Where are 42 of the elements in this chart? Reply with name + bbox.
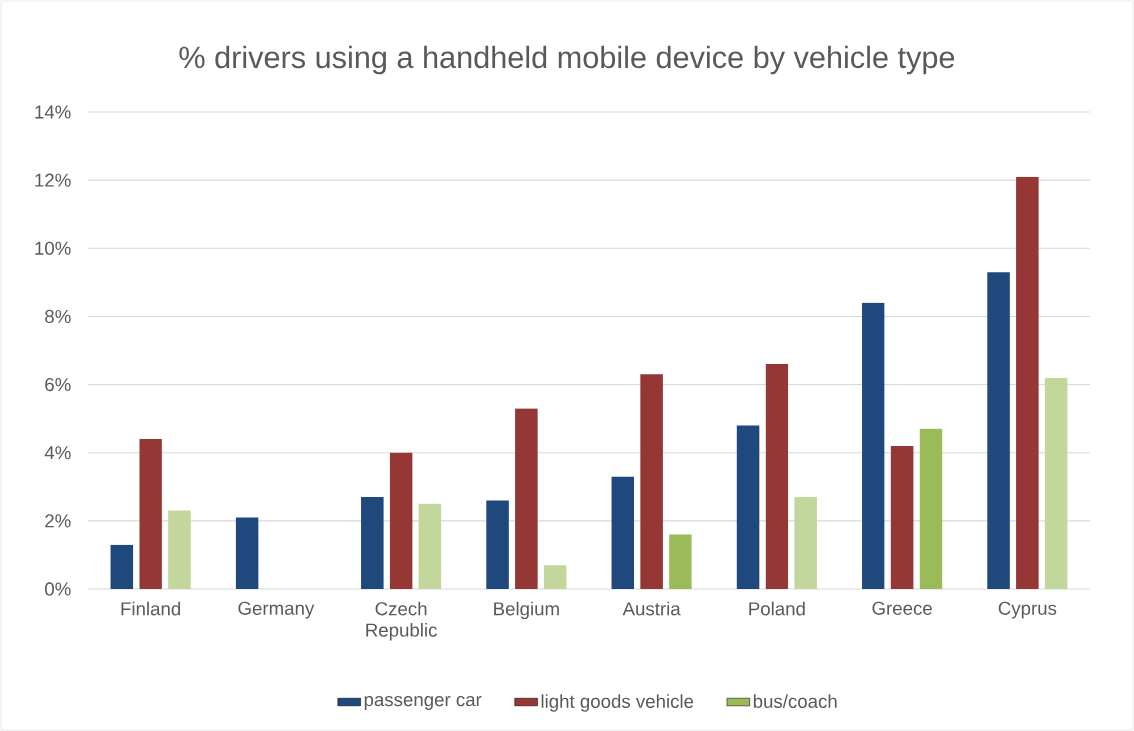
x-tick-label: Germany [238, 601, 315, 619]
bar [168, 510, 191, 589]
bar [1044, 377, 1068, 589]
bar [987, 272, 1010, 589]
bar [765, 364, 789, 589]
x-tick-label: Finland [121, 601, 181, 616]
chart-title: % drivers using a handheld mobile device by vehicle type [179, 45, 955, 75]
bar [515, 408, 538, 589]
x-tick-label: Czech Republic [366, 601, 437, 641]
bar [862, 302, 885, 589]
bar [389, 452, 413, 589]
y-tick-label: 6% [45, 377, 71, 392]
legend-label: light goods vehicle [541, 694, 694, 712]
bar [1016, 176, 1039, 589]
bar [139, 439, 162, 589]
y-tick-label: 2% [45, 514, 71, 528]
legend-label: bus/coach [753, 694, 837, 708]
legend-label: passenger car [364, 696, 482, 710]
y-tick-label: 10% [35, 241, 71, 255]
bar [543, 565, 567, 589]
x-tick-label: Cyprus [998, 601, 1057, 619]
bar [890, 445, 914, 589]
bar [486, 500, 509, 589]
bar [669, 534, 692, 589]
bar [110, 544, 134, 589]
y-tick-label: 14% [35, 105, 71, 119]
bar [361, 496, 384, 589]
bar [640, 374, 663, 589]
x-tick-label: Greece [872, 601, 932, 615]
bar [794, 496, 817, 589]
y-tick-label: 4% [44, 446, 71, 460]
x-tick-label: Belgium [494, 601, 559, 620]
bar [736, 425, 760, 589]
bar [611, 476, 635, 589]
bar [235, 517, 259, 589]
bar [418, 503, 442, 589]
x-tick-label: Austria [622, 601, 681, 616]
bar [919, 428, 943, 589]
y-tick-label: 12% [35, 173, 71, 187]
y-tick-label: 0% [45, 582, 71, 596]
x-tick-label: Poland [749, 601, 805, 616]
y-tick-label: 8% [45, 309, 71, 324]
